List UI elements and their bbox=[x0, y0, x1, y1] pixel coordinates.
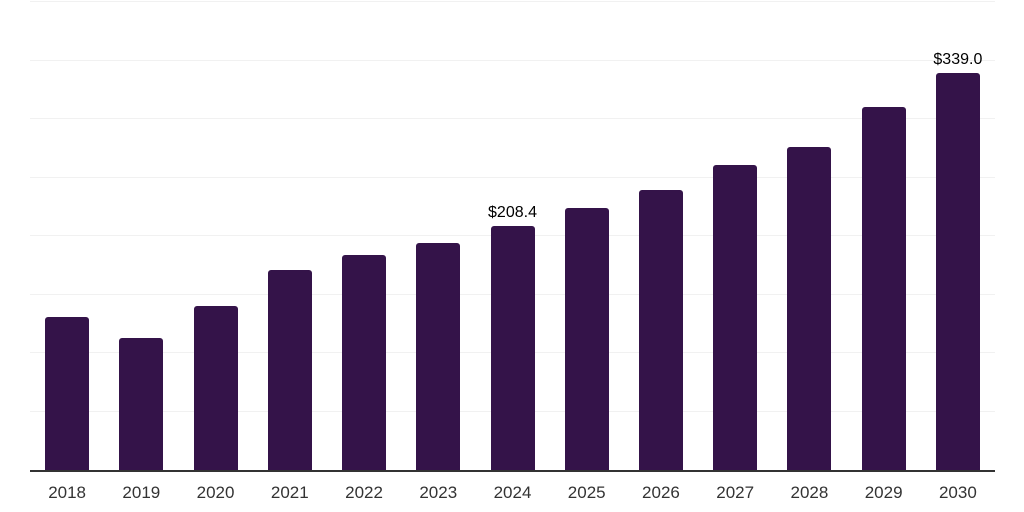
x-tick-label-2025: 2025 bbox=[567, 483, 606, 502]
bar-2025 bbox=[564, 207, 609, 470]
bar-2020 bbox=[193, 306, 238, 470]
bar-2028 bbox=[787, 147, 832, 470]
gridline-400 bbox=[30, 1, 995, 2]
data-label-2024: $208.4 bbox=[488, 204, 537, 222]
gridline-300 bbox=[30, 118, 995, 119]
x-tick-label-2024: 2024 bbox=[493, 483, 532, 502]
bar-2024 bbox=[490, 226, 535, 470]
bar-2021 bbox=[267, 270, 312, 470]
gridline-250 bbox=[30, 176, 995, 178]
x-tick-label-2023: 2023 bbox=[419, 483, 458, 502]
bar-2023 bbox=[416, 242, 461, 470]
x-tick-label-2022: 2022 bbox=[345, 483, 383, 502]
bar-2022 bbox=[342, 255, 387, 470]
x-tick-label-2027: 2027 bbox=[716, 483, 755, 502]
x-tick-label-2019: 2019 bbox=[122, 483, 161, 502]
x-tick-label-2018: 2018 bbox=[48, 483, 87, 502]
gridline-350 bbox=[30, 59, 995, 61]
x-tick-label-2021: 2021 bbox=[270, 483, 309, 502]
bar-2019 bbox=[119, 338, 164, 470]
bar-2027 bbox=[713, 164, 758, 470]
data-label-2030: $339.0 bbox=[933, 51, 983, 69]
bar-2029 bbox=[861, 106, 906, 470]
x-tick-label-2028: 2028 bbox=[790, 483, 829, 502]
x-tick-label-2029: 2029 bbox=[864, 483, 903, 502]
x-axis-line bbox=[30, 470, 995, 472]
x-tick-label-2020: 2020 bbox=[196, 483, 235, 502]
bar-2018 bbox=[45, 317, 90, 470]
x-tick-label-2026: 2026 bbox=[642, 483, 680, 502]
x-tick-label-2030: 2030 bbox=[938, 483, 977, 502]
bar-2026 bbox=[638, 189, 683, 470]
bar-2030 bbox=[935, 73, 980, 470]
plot-area: $208.4 $339.0 2018 2019 2020 2021 2022 2023 202… bbox=[30, 0, 995, 512]
